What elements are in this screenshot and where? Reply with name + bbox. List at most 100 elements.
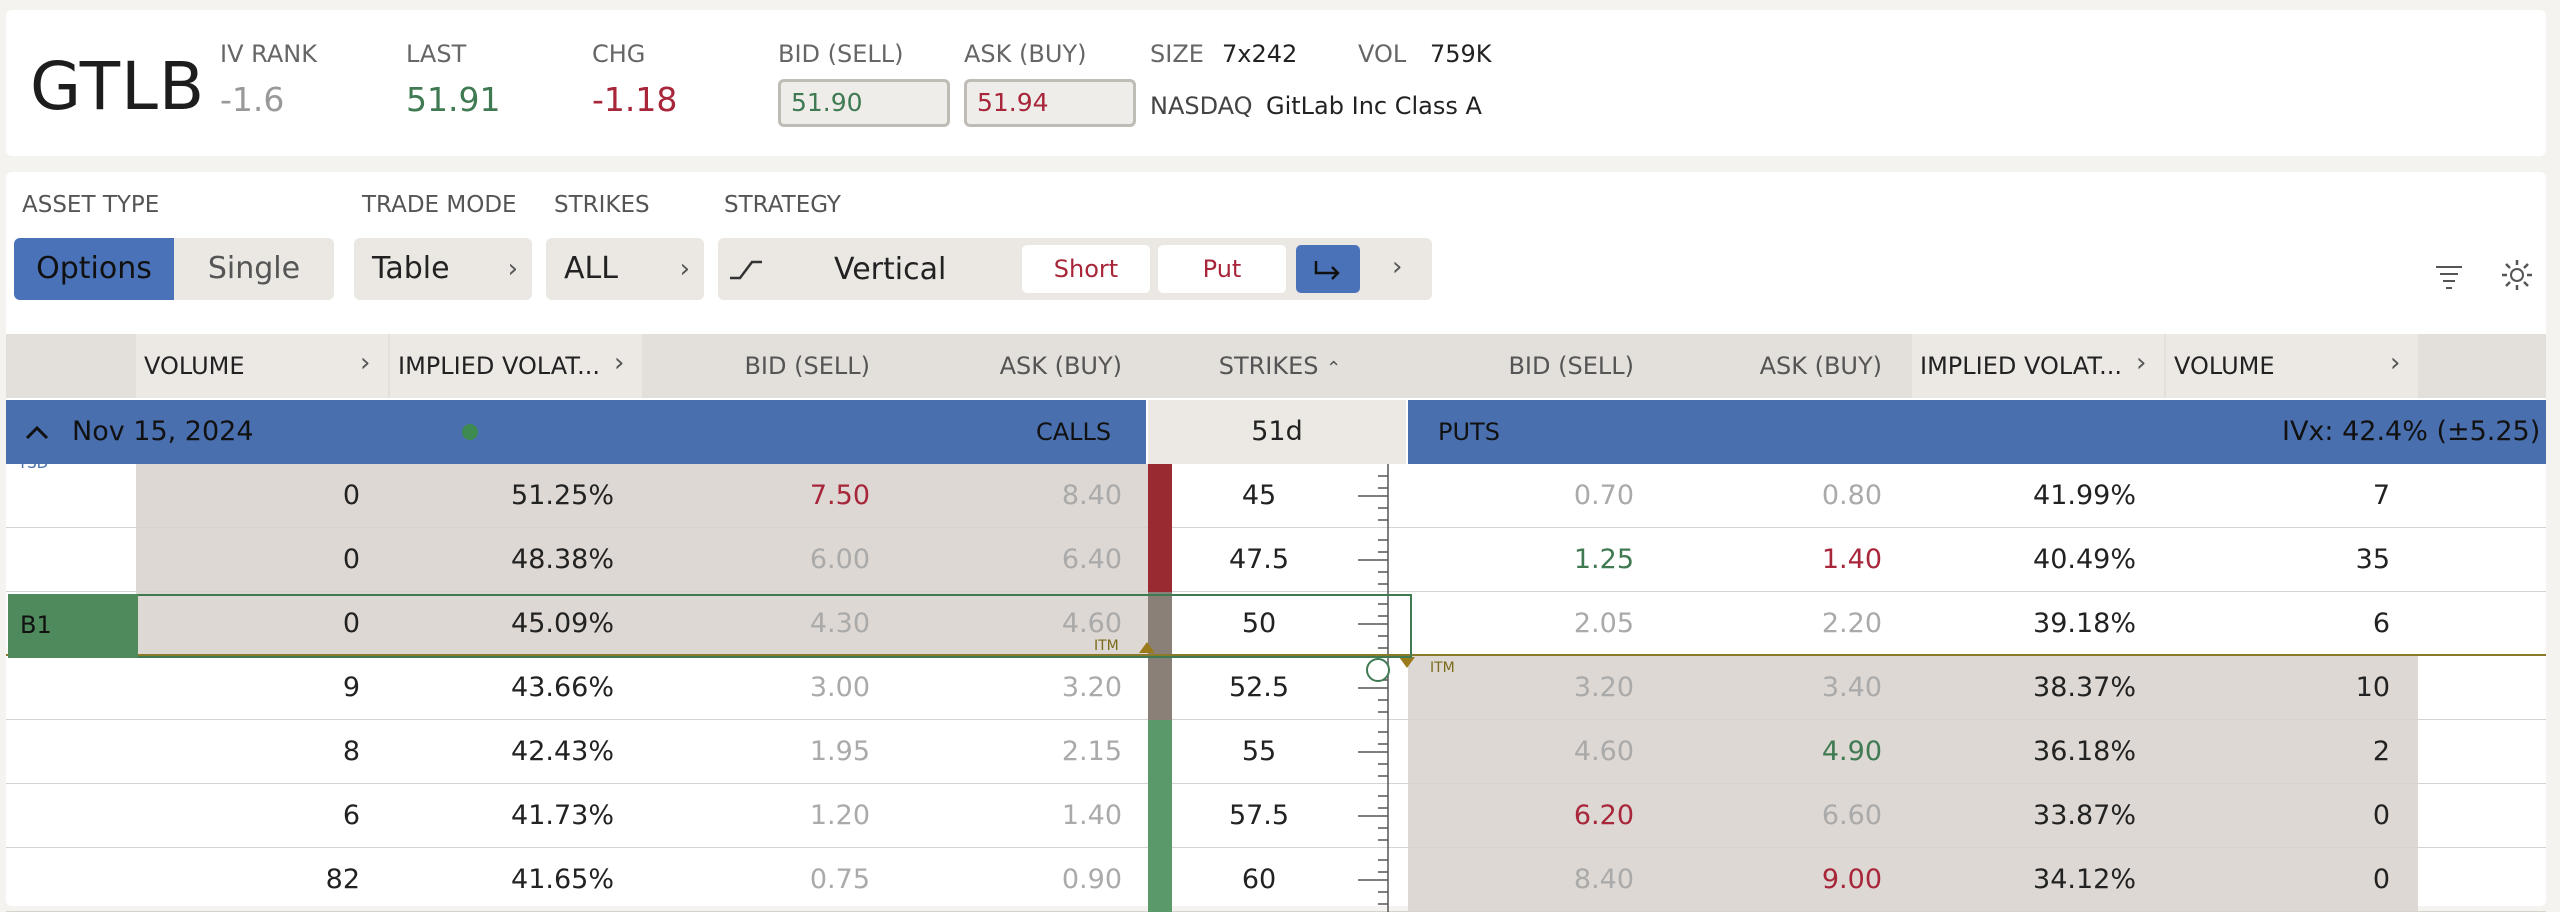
options-toggle[interactable]: Options xyxy=(14,238,174,300)
put-bid-cell[interactable]: 4.60 xyxy=(1573,736,1634,767)
bid-price-box[interactable]: 51.90 xyxy=(778,79,950,127)
put-bid-cell[interactable]: 3.20 xyxy=(1573,672,1634,703)
strikes-dropdown[interactable]: ALL › xyxy=(546,238,704,300)
put-bid-cell[interactable]: 2.05 xyxy=(1573,608,1634,639)
call-ask-cell[interactable]: 6.40 xyxy=(1061,544,1122,575)
status-dot xyxy=(462,424,478,440)
strike-ruler-icon xyxy=(1358,528,1389,592)
call-ask-cell[interactable]: 0.90 xyxy=(1061,864,1122,895)
gear-icon[interactable] xyxy=(2500,258,2534,292)
call-ask-cell[interactable]: 4.60 xyxy=(1061,608,1122,639)
last-label: LAST xyxy=(406,40,467,68)
put-ask-cell[interactable]: 6.60 xyxy=(1821,800,1882,831)
put-iv-cell: 40.49% xyxy=(2033,544,2136,575)
put-volume-cell: 2 xyxy=(2372,736,2390,767)
call-bid-cell[interactable]: 6.00 xyxy=(809,544,870,575)
call-bid-cell[interactable]: 4.30 xyxy=(809,608,870,639)
table-row[interactable]: 9 43.66% 3.00 3.20 52.5 3.20 3.40 38.37% 10 xyxy=(6,656,2546,720)
put-ask-cell[interactable]: 1.40 xyxy=(1821,544,1882,575)
row-divider xyxy=(6,783,2546,784)
strategy-name[interactable]: Vertical xyxy=(834,252,947,287)
call-ask-cell[interactable]: 2.15 xyxy=(1061,736,1122,767)
ask-price-box[interactable]: 51.94 xyxy=(964,79,1136,127)
call-iv-cell: 48.38% xyxy=(511,544,614,575)
volume-value: 759K xyxy=(1430,40,1492,68)
call-iv-cell: 51.25% xyxy=(511,480,614,511)
row-divider xyxy=(6,719,2546,720)
table-row[interactable]: 6 41.73% 1.20 1.40 57.5 6.20 6.60 33.87% 0 xyxy=(6,784,2546,848)
single-toggle[interactable]: Single xyxy=(174,238,334,300)
call-bid-cell[interactable]: 1.20 xyxy=(809,800,870,831)
strike-cell: 57.5 xyxy=(1228,800,1290,831)
itm-call-shading xyxy=(136,528,1148,591)
strike-cell: 45 xyxy=(1241,480,1277,511)
sort-caret-icon: ⌃ xyxy=(1326,358,1342,379)
table-row[interactable]: 8 42.43% 1.95 2.15 55 4.60 4.90 36.18% 2 xyxy=(6,720,2546,784)
table-row[interactable]: 0 48.38% 6.00 6.40 47.5 1.25 1.40 40.49% 35 xyxy=(6,528,2546,592)
position-label[interactable]: B1 xyxy=(8,594,138,658)
put-ask-cell[interactable]: 0.80 xyxy=(1821,480,1882,511)
call-ask-header[interactable]: ASK (BUY) xyxy=(999,352,1122,380)
call-bid-cell[interactable]: 7.50 xyxy=(809,480,870,511)
put-ask-cell[interactable]: 9.00 xyxy=(1821,864,1882,895)
itm-call-shading xyxy=(136,464,1148,527)
call-volume-header[interactable] xyxy=(136,334,388,398)
call-bid-cell[interactable]: 1.95 xyxy=(809,736,870,767)
strike-cell: 60 xyxy=(1241,864,1277,895)
strategy-next-icon[interactable]: › xyxy=(1392,252,1403,282)
put-iv-cell: 38.37% xyxy=(2033,672,2136,703)
itm-triangle-icon xyxy=(1399,657,1415,668)
chevron-right-icon: › xyxy=(2136,348,2147,378)
swap-button[interactable] xyxy=(1296,245,1360,293)
trade-mode-dropdown[interactable]: Table › xyxy=(354,238,532,300)
row-divider xyxy=(6,591,2546,592)
put-bid-cell[interactable]: 1.25 xyxy=(1573,544,1634,575)
call-ask-cell[interactable]: 1.40 xyxy=(1061,800,1122,831)
put-ask-cell[interactable]: 2.20 xyxy=(1821,608,1882,639)
itm-put-shading xyxy=(1408,784,2418,847)
collapse-chevron-icon[interactable] xyxy=(24,422,50,442)
ask-label: ASK (BUY) xyxy=(964,40,1087,68)
strikes-header[interactable]: STRIKES ⌃ xyxy=(1152,334,1408,398)
iv-rank-label: IV RANK xyxy=(220,40,317,68)
call-ask-cell[interactable]: 8.40 xyxy=(1061,480,1122,511)
put-bid-cell[interactable]: 0.70 xyxy=(1573,480,1634,511)
swap-arrow-icon xyxy=(1314,261,1340,280)
put-bid-cell[interactable]: 8.40 xyxy=(1573,864,1634,895)
company-name: GitLab Inc Class A xyxy=(1266,92,1482,120)
put-bid-header[interactable]: BID (SELL) xyxy=(1508,352,1634,380)
short-toggle[interactable]: Short xyxy=(1022,245,1150,293)
vertical-spread-icon[interactable] xyxy=(728,256,764,282)
filter-icon[interactable] xyxy=(2434,264,2464,290)
call-bid-cell[interactable]: 0.75 xyxy=(809,864,870,895)
put-toggle[interactable]: Put xyxy=(1158,245,1286,293)
moneyness-bar xyxy=(1148,528,1172,592)
table-row[interactable]: 0 51.25% 7.50 8.40 45 0.70 0.80 41.99% 7 xyxy=(6,464,2546,528)
days-to-expiry: 51d xyxy=(1148,400,1406,464)
put-iv-header[interactable] xyxy=(1912,334,2164,398)
table-row[interactable]: 0 45.09% 4.30 4.60 50 2.05 2.20 39.18% 6 xyxy=(6,592,2546,656)
call-ask-cell[interactable]: 3.20 xyxy=(1061,672,1122,703)
puts-label: PUTS xyxy=(1438,418,1500,446)
put-ask-header[interactable]: ASK (BUY) xyxy=(1759,352,1882,380)
change-value: -1.18 xyxy=(592,80,678,119)
calls-itm-label: ITM xyxy=(1094,638,1119,654)
put-iv-cell: 33.87% xyxy=(2033,800,2136,831)
put-bid-cell[interactable]: 6.20 xyxy=(1573,800,1634,831)
call-bid-cell[interactable]: 3.00 xyxy=(809,672,870,703)
trade-mode-value: Table xyxy=(372,251,450,286)
call-iv-cell: 43.66% xyxy=(511,672,614,703)
put-ask-cell[interactable]: 3.40 xyxy=(1821,672,1882,703)
itm-triangle-icon xyxy=(1139,642,1155,653)
call-iv-header[interactable] xyxy=(390,334,642,398)
call-bid-header[interactable]: BID (SELL) xyxy=(744,352,870,380)
ivx-value: IVx: 42.4% (±5.25) xyxy=(2282,416,2541,447)
expiry-date: Nov 15, 2024 xyxy=(72,416,254,447)
put-volume-header[interactable] xyxy=(2166,334,2418,398)
itm-put-shading xyxy=(1408,720,2418,783)
put-ask-cell[interactable]: 4.90 xyxy=(1821,736,1882,767)
call-iv-cell: 41.73% xyxy=(511,800,614,831)
calls-expiry-bar[interactable] xyxy=(6,400,1146,464)
call-volume-cell: 0 xyxy=(342,608,360,639)
table-row[interactable]: 82 41.65% 0.75 0.90 60 8.40 9.00 34.12% 0 xyxy=(6,848,2546,912)
